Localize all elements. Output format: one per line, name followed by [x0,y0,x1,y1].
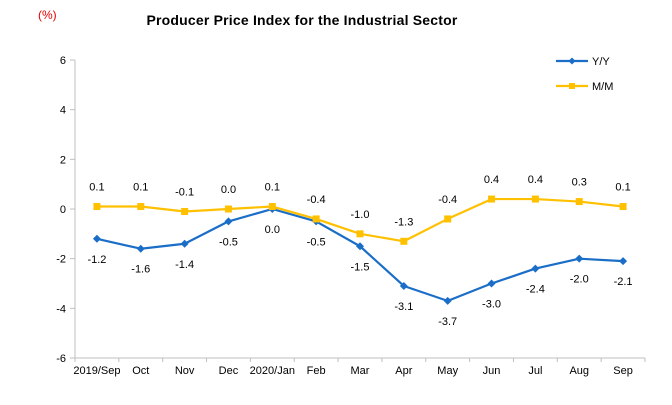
yy-data-label: -3.7 [438,316,457,328]
mm-data-label: -0.4 [307,194,326,206]
yy-data-label: -0.5 [307,236,326,248]
yy-data-point-marker [92,234,101,243]
mm-data-point-marker [93,203,101,211]
mm-data-point-marker [181,207,189,215]
y-tick-label: 6 [60,55,66,67]
mm-data-label: 0.4 [528,174,543,186]
mm-data-point-marker [268,203,276,211]
yy-data-point-marker [619,257,628,266]
x-tick-label: Mar [351,365,370,377]
mm-data-point-marker [619,203,627,211]
x-tick-label: Jul [528,365,542,377]
x-tick-label: Nov [175,365,195,377]
unit-label: (%) [38,8,57,22]
legend-yy-marker [568,57,576,65]
mm-data-point-marker [531,195,539,203]
mm-data-label: 0.3 [572,177,587,189]
mm-data-label: -1.0 [351,209,370,221]
mm-data-label: -0.1 [175,186,194,198]
legend-yy-label: Y/Y [592,56,610,68]
mm-data-point-marker [137,203,145,211]
yy-data-label: -2.0 [570,274,589,286]
y-tick-label: 0 [60,204,66,216]
yy-data-label: -1.2 [87,254,106,266]
mm-data-point-marker [312,215,320,223]
yy-data-point-marker [487,279,496,288]
mm-data-label: 0.4 [484,174,499,186]
x-tick-label: Jun [483,365,501,377]
legend-mm-label: M/M [592,81,613,93]
mm-data-point-marker [575,198,583,206]
yy-data-point-marker [531,264,540,273]
x-tick-label: Oct [132,365,149,377]
yy-data-label: -2.4 [526,284,545,296]
mm-data-label: -0.4 [438,194,457,206]
mm-data-point-marker [400,237,408,245]
x-tick-label: 2020/Jan [250,365,295,377]
mm-data-label: 0.0 [221,184,236,196]
mm-data-point-marker [488,195,496,203]
yy-data-label: -3.1 [394,301,413,313]
y-tick-label: -4 [56,303,66,315]
yy-data-point-marker [443,296,452,305]
yy-data-label: -2.1 [614,276,633,288]
mm-data-point-marker [444,215,452,223]
y-tick-label: 2 [60,154,66,166]
yy-data-point-marker [136,244,145,253]
x-tick-label: May [437,365,458,377]
mm-data-label: 0.1 [133,182,148,194]
yy-data-label: 0.0 [265,224,280,236]
yy-data-point-marker [180,239,189,248]
mm-data-label: 0.1 [615,182,630,194]
mm-data-point-marker [356,230,364,238]
chart-title: Producer Price Index for the Industrial … [146,12,458,28]
mm-data-label: -1.3 [394,216,413,228]
y-tick-label: 4 [60,105,66,117]
y-tick-label: -2 [56,254,66,266]
x-tick-label: Dec [219,365,239,377]
y-tick-label: -6 [56,353,66,365]
x-tick-label: Sep [613,365,633,377]
x-tick-label: Apr [395,365,412,377]
mm-data-point-marker [224,205,232,213]
yy-data-point-marker [399,281,408,290]
yy-data-label: -0.5 [219,236,238,248]
x-tick-label: Aug [569,365,589,377]
yy-data-label: -1.6 [131,264,150,276]
yy-data-point-marker [575,254,584,263]
x-tick-label: 2019/Sep [73,365,120,377]
yy-data-point-marker [356,242,364,251]
yy-data-label: -1.5 [351,261,370,273]
legend-mm-marker [569,83,575,89]
mm-data-label: 0.1 [265,182,280,194]
yy-data-point-marker [224,217,233,226]
yy-data-label: -1.4 [175,259,194,271]
yy-data-label: -3.0 [482,299,501,311]
x-tick-label: Feb [307,365,326,377]
mm-data-label: 0.1 [89,182,104,194]
